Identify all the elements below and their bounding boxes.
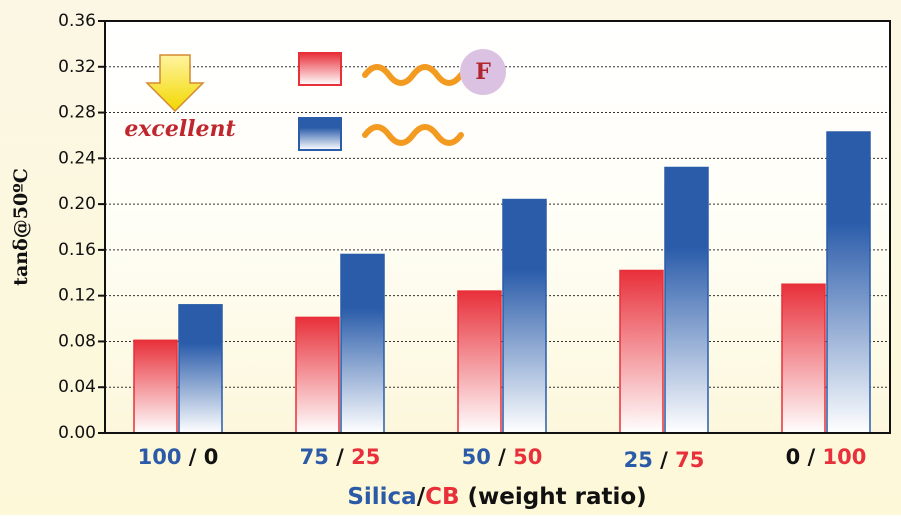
y-axis-label: tanδ@50ºC <box>10 168 32 286</box>
annotation: F <box>475 59 491 85</box>
y-tick-label: 0.20 <box>58 194 96 214</box>
x-axis-label-part: Silica <box>347 484 416 510</box>
x-tick-label: 75 / 25 <box>300 445 381 469</box>
x-tick-label: 0 / 100 <box>786 445 867 469</box>
bar <box>296 317 339 433</box>
bar <box>665 167 708 433</box>
x-axis-label-part: (weight ratio) <box>460 484 647 510</box>
bar <box>458 291 501 433</box>
x-tick-label: 25 / 75 <box>624 448 705 472</box>
legend-swatch <box>299 118 341 150</box>
bar <box>620 270 663 433</box>
bar <box>503 200 546 433</box>
annotation: excellent <box>124 116 235 142</box>
x-tick-label: 50 / 50 <box>462 445 543 469</box>
y-tick-label: 0.28 <box>58 103 96 123</box>
y-tick-label: 0.08 <box>58 331 96 351</box>
y-tick-label: 0.24 <box>58 148 96 168</box>
bar <box>827 132 870 433</box>
legend-swatch <box>299 53 341 85</box>
y-tick-label: 0.00 <box>58 423 96 443</box>
y-tick-label: 0.12 <box>58 286 96 306</box>
bar <box>179 305 222 433</box>
bar <box>782 284 825 433</box>
y-tick-label: 0.16 <box>58 240 96 260</box>
x-axis-label-part: CB <box>425 484 459 510</box>
x-axis-label: Silica/CB (weight ratio) <box>347 484 646 510</box>
chart: excellent F tanδ@50ºC Silica/CB (weight … <box>0 0 901 515</box>
y-tick-label: 0.32 <box>58 57 96 77</box>
bar <box>134 340 177 433</box>
x-tick-label: 100 / 0 <box>138 445 219 469</box>
y-tick-label: 0.36 <box>58 11 96 31</box>
bar <box>341 254 384 433</box>
y-tick-label: 0.04 <box>58 377 96 397</box>
